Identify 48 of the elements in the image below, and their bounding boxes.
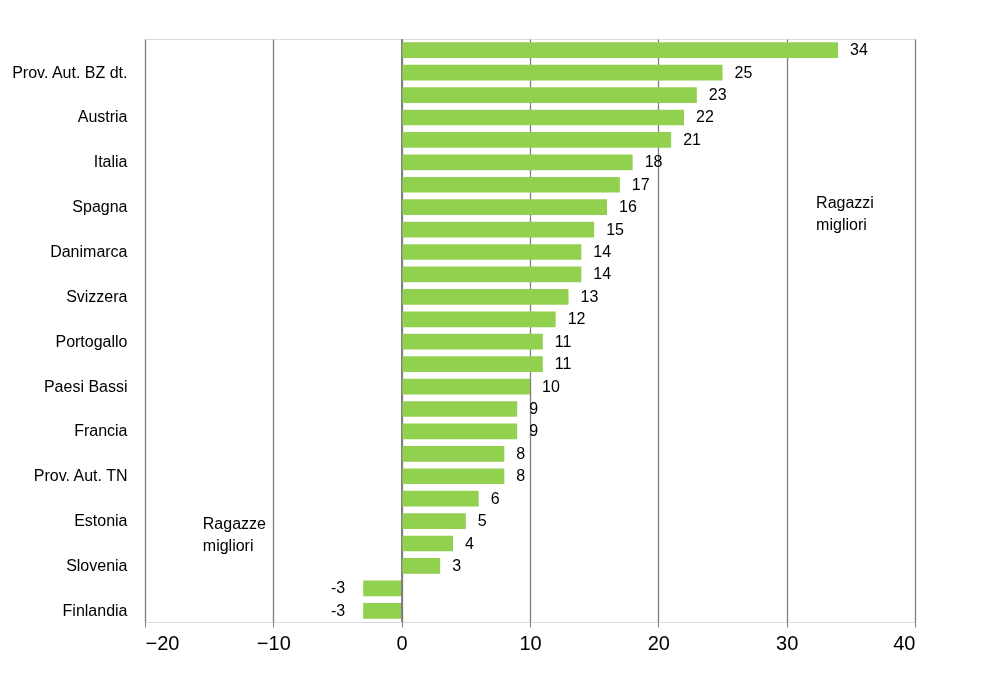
data-label: 11 <box>554 332 572 350</box>
data-label: 16 <box>619 198 637 216</box>
x-tick-label: 20 <box>647 631 670 654</box>
y-tick-label: Estonia <box>74 512 128 530</box>
data-label: 10 <box>542 377 560 395</box>
y-tick-label: Svizzera <box>66 287 128 305</box>
data-label: 3 <box>452 556 462 574</box>
y-tick-label: Austria <box>77 108 128 126</box>
y-tick-label: Italia <box>93 153 128 171</box>
data-label: 9 <box>529 399 539 417</box>
data-label: 11 <box>554 355 572 373</box>
annotation: Ragazze migliori <box>202 514 267 554</box>
annotation: Ragazzi migliori <box>816 193 874 233</box>
data-label: 8 <box>516 444 526 462</box>
x-tick-label: 0 <box>396 631 408 654</box>
data-label: 23 <box>708 86 727 104</box>
y-tick-label: Danimarca <box>50 243 128 261</box>
data-label: 14 <box>593 265 612 283</box>
data-label: 17 <box>631 175 650 193</box>
y-tick-label: Slovenia <box>66 556 128 574</box>
data-label: -3 <box>330 579 346 597</box>
data-label: 4 <box>465 534 474 552</box>
data-label: 22 <box>696 108 714 126</box>
x-tick-label: −20 <box>145 631 180 654</box>
data-label: 8 <box>516 467 526 485</box>
y-tick-label: Prov. Aut. BZ dt. <box>12 63 128 81</box>
data-label: 14 <box>593 243 612 261</box>
data-label: 12 <box>567 310 586 328</box>
data-label: 6 <box>490 489 500 507</box>
y-tick-label: Finlandia <box>62 601 128 619</box>
y-tick-label: Paesi Bassi <box>43 377 128 395</box>
data-label: 34 <box>850 41 868 59</box>
y-tick-label: Portogallo <box>55 332 128 350</box>
data-label: -3 <box>330 601 346 619</box>
data-label: 21 <box>683 130 702 148</box>
y-tick-label: Spagna <box>72 198 128 216</box>
y-tick-label: Prov. Aut. TN <box>33 467 128 485</box>
x-tick-label: 10 <box>519 631 542 654</box>
x-tick-label: 30 <box>776 631 799 654</box>
data-label: 18 <box>644 153 663 171</box>
x-tick-label: −10 <box>256 631 291 654</box>
data-label: 15 <box>606 220 625 238</box>
data-label: 5 <box>477 512 487 530</box>
data-label: 9 <box>529 422 539 440</box>
data-label: 13 <box>580 287 599 305</box>
data-label: 25 <box>734 63 753 81</box>
y-tick-label: Francia <box>74 422 128 440</box>
x-tick-label: 40 <box>893 631 916 654</box>
